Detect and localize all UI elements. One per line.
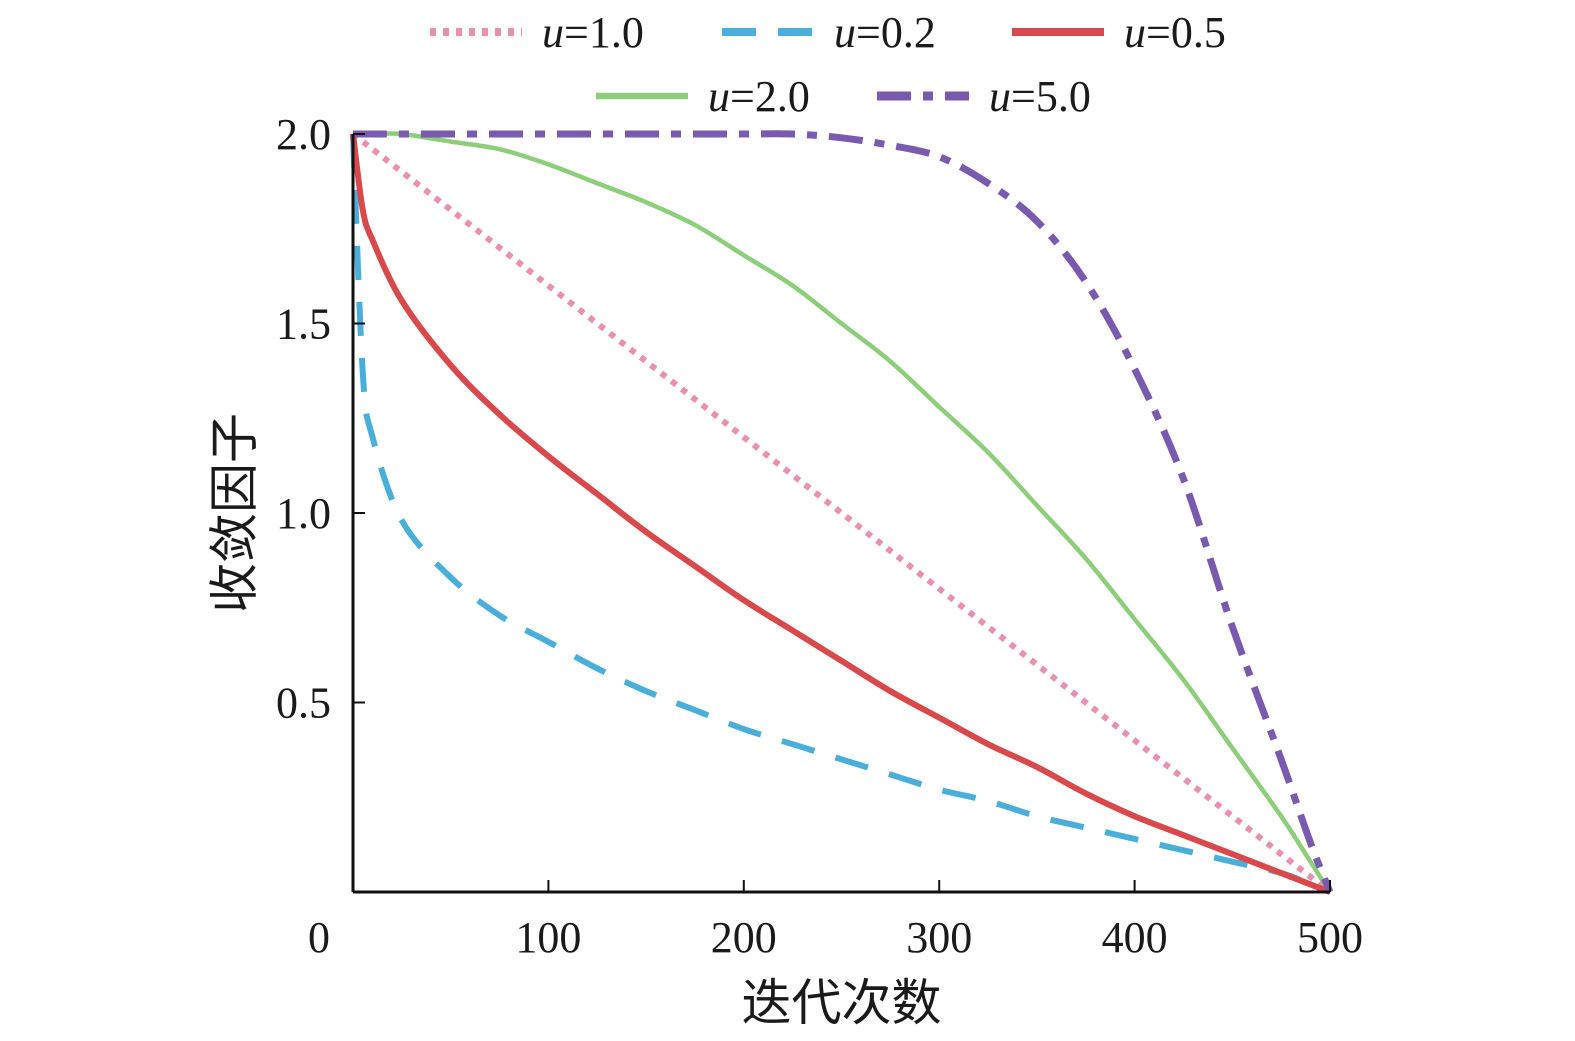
series-line-u-2-0 xyxy=(353,131,1332,894)
y-axis-title: 收敛因子 xyxy=(206,413,262,613)
legend-label: u=0.5 xyxy=(1124,8,1226,57)
x-tick-label: 200 xyxy=(711,913,777,962)
legend-value: =5.0 xyxy=(1011,72,1091,121)
series-layer xyxy=(350,130,1334,895)
series-line-u-0-5 xyxy=(350,133,1332,895)
legend-param: u xyxy=(834,8,856,57)
x-tick-label: 100 xyxy=(515,913,581,962)
legend-param: u xyxy=(542,8,564,57)
legend-label: u=1.0 xyxy=(542,8,644,57)
legend-label: u=2.0 xyxy=(708,72,810,121)
legend: u=1.0 u=0.2 u=0.5u=2.0 u=5.0 xyxy=(430,8,1226,121)
legend-value: =2.0 xyxy=(730,72,810,121)
x-tick-label: 0 xyxy=(308,913,330,962)
legend-value: =0.5 xyxy=(1146,8,1226,57)
y-tick-label: 2.0 xyxy=(276,110,331,159)
series-line-u-1-0 xyxy=(351,131,1332,895)
y-tick-label: 1.0 xyxy=(276,489,331,538)
series-line-u-0-2 xyxy=(350,133,1332,895)
legend-param: u xyxy=(1124,8,1146,57)
x-tick-label: 500 xyxy=(1297,913,1363,962)
legend-item: u=0.2 xyxy=(722,8,936,57)
legend-param: u xyxy=(708,72,730,121)
legend-label: u=0.2 xyxy=(834,8,936,57)
legend-param: u xyxy=(989,72,1011,121)
legend-item: u=2.0 xyxy=(596,72,810,121)
ticks-layer: 0 100 200 300 400 500 0.5 1.0 1.5 2.0 xyxy=(276,110,1363,962)
legend-value: =1.0 xyxy=(564,8,644,57)
legend-item: u=1.0 xyxy=(430,8,644,57)
legend-value: =0.2 xyxy=(856,8,936,57)
x-axis-title: 迭代次数 xyxy=(742,975,942,1031)
legend-label: u=5.0 xyxy=(989,72,1091,121)
legend-item: u=5.0 xyxy=(877,72,1091,121)
x-tick-label: 300 xyxy=(906,913,972,962)
x-tick-label: 400 xyxy=(1102,913,1168,962)
y-tick-label: 1.5 xyxy=(276,300,331,349)
series-line-u-5-0 xyxy=(353,130,1334,894)
y-tick-label: 0.5 xyxy=(276,679,331,728)
legend-item: u=0.5 xyxy=(1012,8,1226,57)
